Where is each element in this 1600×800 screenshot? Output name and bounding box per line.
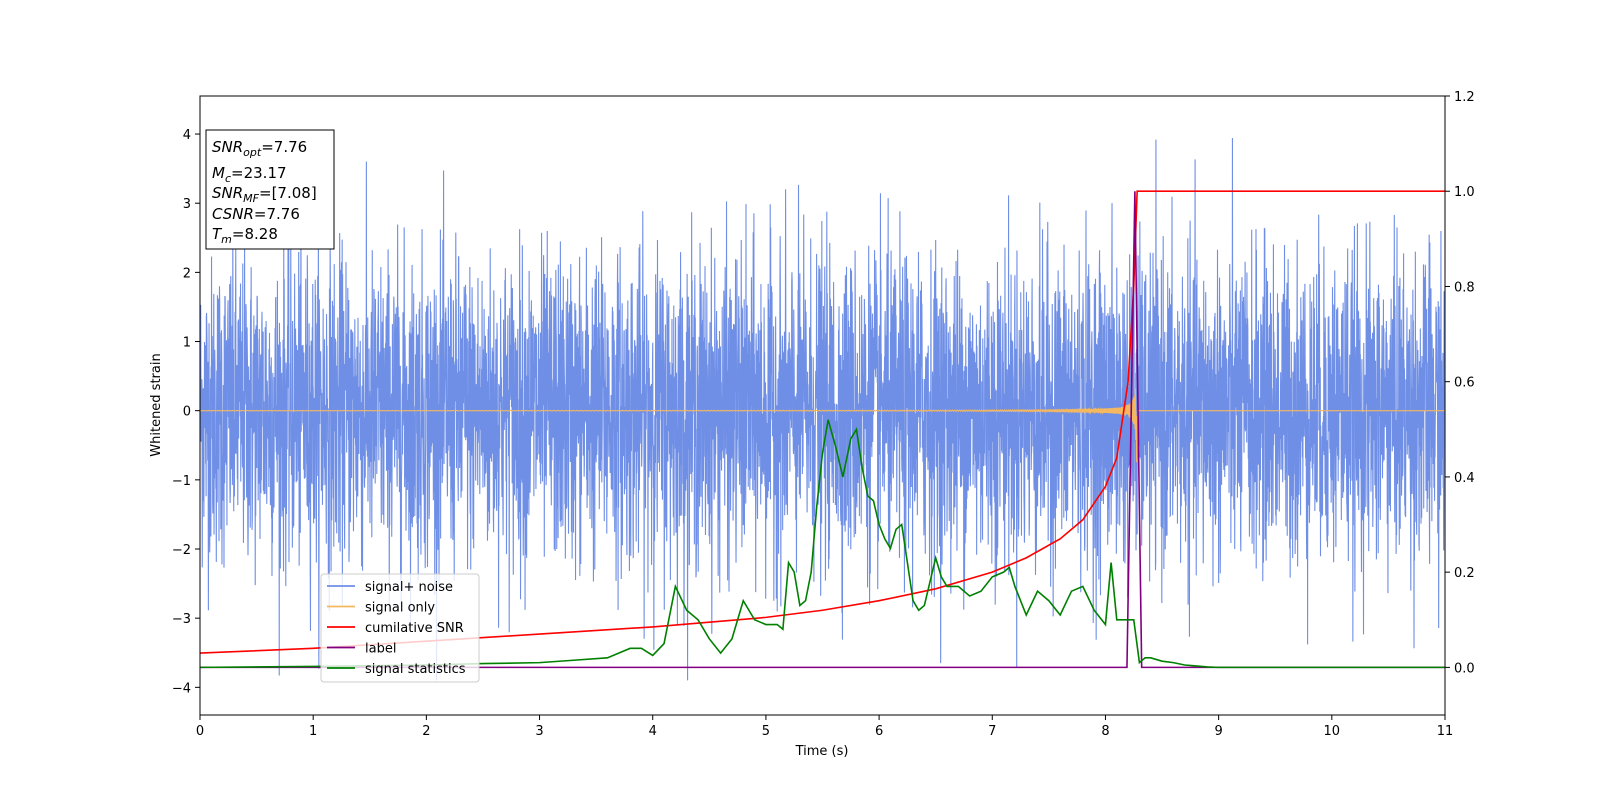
x-tick-label: 9 [1214,724,1222,739]
y-right-tick-label: 0.2 [1454,566,1475,581]
x-tick-label: 1 [309,724,317,739]
x-axis-label: Time (s) [795,744,849,759]
y-left-tick-label: −3 [172,612,191,627]
legend: signal+ noise signal only cumilative SNR la… [320,573,480,683]
axes: 0 1 2 3 4 5 6 7 8 9 10 11 −4 −3 −2 −1 0 1 2 3 4 0.0 0.2 0.4 0.6 0… [172,90,1475,739]
x-tick-label: 0 [196,724,204,739]
info-box-frame [205,129,335,250]
info-box-line: Tm=8.28 [212,225,278,246]
x-tick-label: 8 [1101,724,1109,739]
legend-label: cumilative SNR [365,621,464,636]
info-box: SNRopt=7.76 Mc=23.17SNRMF=[7.08]CSNR=7.76… [205,129,335,250]
info-box-line: SNRMF=[7.08] [212,184,317,205]
info-box-line: CSNR=7.76 [212,205,300,223]
series-signal-noise-line [200,138,1445,681]
x-tick-label: 4 [649,724,657,739]
y-right-tick-label: 0.4 [1454,471,1475,486]
y-left-tick-label: 3 [183,197,191,212]
x-tick-label: 2 [422,724,430,739]
legend-frame [320,573,480,683]
y-left-tick-label: −2 [172,543,191,558]
y-left-tick-label: −4 [172,681,191,696]
series-signal-statistics-line [200,419,1445,669]
y-axis-label: Whitened strain [149,353,164,456]
info-box-line: SNRopt=7.76 [212,138,307,159]
legend-label: label [365,642,396,657]
info-box-line: Mc=23.17 [212,164,287,185]
y-left-tick-label: 1 [183,336,191,351]
x-tick-label: 11 [1437,724,1454,739]
x-tick-label: 5 [762,724,770,739]
series-signal-only-line [200,388,1445,463]
legend-label: signal statistics [365,662,466,677]
x-tick-label: 7 [988,724,996,739]
x-tick-label: 3 [535,724,543,739]
x-tick-label: 6 [875,724,883,739]
axes-frame [199,95,1446,716]
y-left-tick-label: 4 [183,128,191,143]
y-right-tick-label: 1.2 [1454,90,1475,105]
y-right-tick-label: 0.6 [1454,376,1475,391]
legend-label: signal+ noise [365,580,453,595]
y-right-tick-label: 0.8 [1454,280,1475,295]
y-left-tick-label: 0 [183,405,191,420]
x-tick-label: 10 [1324,724,1341,739]
legend-label: signal only [365,601,435,616]
series-cumulative-snr-line [200,190,1445,654]
y-left-tick-label: 2 [183,266,191,281]
plot-area [200,138,1445,681]
y-right-tick-label: 1.0 [1454,185,1475,200]
y-right-tick-label: 0.0 [1454,661,1475,676]
y-left-tick-label: −1 [172,474,191,489]
